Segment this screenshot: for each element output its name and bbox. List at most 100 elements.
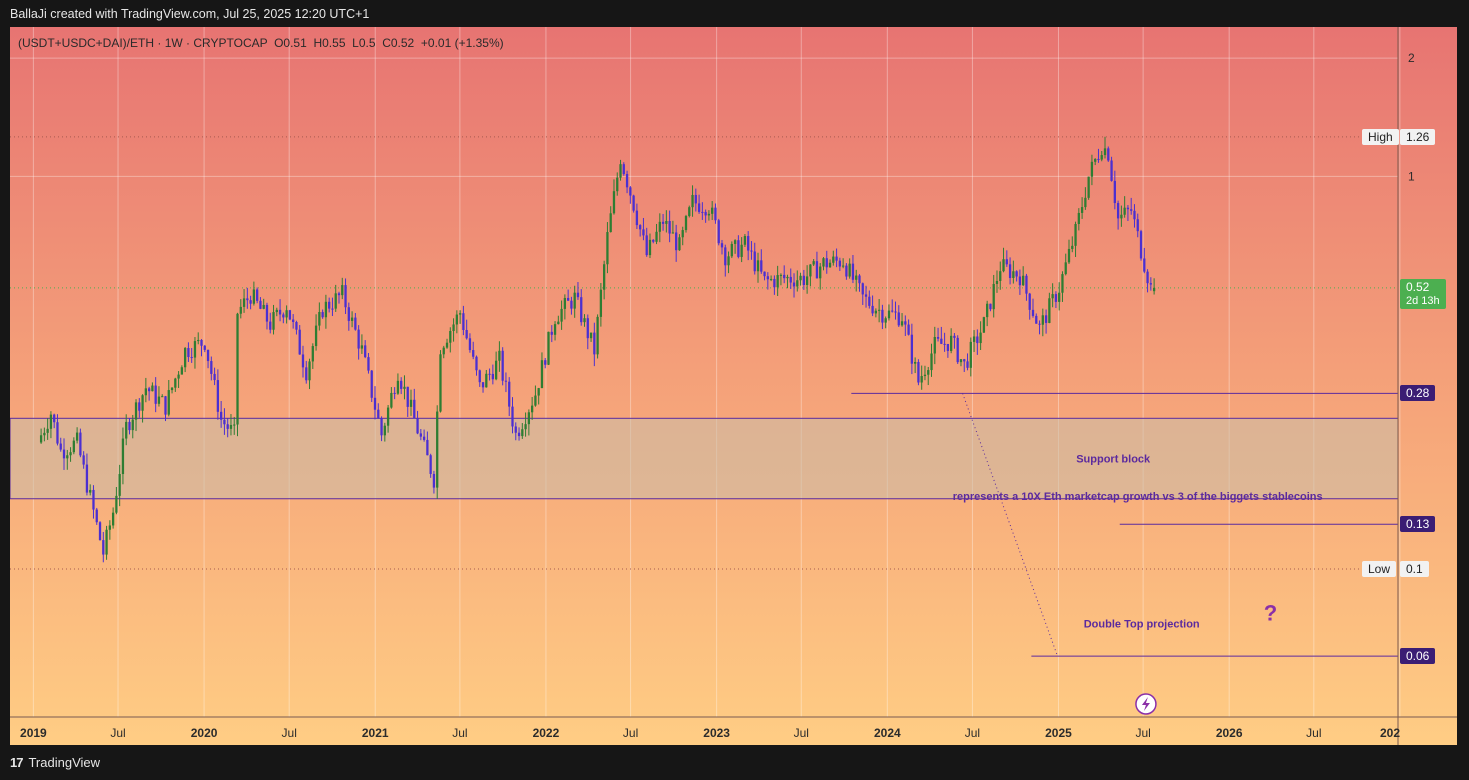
candle-body [720, 243, 724, 248]
candle-body [1100, 155, 1103, 160]
candle-body [147, 388, 151, 392]
candle-body [390, 392, 393, 408]
candles-layer [39, 136, 1156, 563]
candle-body [1130, 209, 1133, 211]
candle-body [544, 360, 547, 365]
candle-body [419, 433, 422, 437]
candle-body [547, 331, 550, 365]
candle-body [46, 428, 49, 433]
candle-body [743, 236, 747, 245]
candle-body [858, 275, 861, 284]
candle-body [1015, 271, 1018, 277]
symbol-name[interactable]: (USDT+USDC+DAI)/ETH [18, 36, 155, 50]
candle-body [177, 374, 180, 379]
candle-body [658, 221, 661, 232]
ohlc-change: +0.01 (+1.35%) [420, 36, 504, 50]
candle-body [301, 354, 305, 368]
ohlc-low: L0.5 [352, 36, 376, 50]
symbol-legend[interactable]: (USDT+USDC+DAI)/ETH · 1W · CRYPTOCAP O0.… [18, 36, 504, 50]
candle-body [92, 489, 95, 510]
candle-body [707, 213, 711, 216]
candle-body [1058, 292, 1061, 302]
candle-body [900, 321, 904, 326]
candle-body [635, 210, 639, 226]
candle-body [567, 297, 570, 301]
candle-body [203, 345, 206, 350]
candle-body [989, 303, 992, 310]
chart-frame[interactable]: Support block represents a 10X Eth marke… [10, 27, 1457, 745]
candle-body [1087, 176, 1090, 198]
candle-body [53, 414, 56, 423]
candle-body [305, 367, 308, 381]
candle-body [311, 346, 314, 362]
candle-body [894, 311, 897, 313]
candle-body [514, 426, 517, 433]
candle-body [809, 264, 812, 277]
candle-body [197, 339, 200, 342]
time-tick-label: Jul [282, 726, 297, 740]
tradingview-footer[interactable]: 17 TradingView [10, 755, 100, 770]
candle-body [416, 418, 419, 434]
candle-body [563, 297, 567, 309]
drawings-layer: represents a 10X Eth marketcap growth vs… [851, 392, 1398, 715]
candle-body [943, 343, 946, 345]
candle-body [652, 239, 655, 242]
candle-body [292, 319, 295, 323]
candle-body [1022, 275, 1025, 286]
candle-body [246, 298, 249, 301]
candle-body [488, 373, 491, 375]
candle-body [151, 385, 154, 392]
candle-body [213, 373, 216, 381]
candle-body [406, 386, 409, 407]
candle-body [1143, 258, 1146, 272]
time-tick-label: 2021 [362, 726, 389, 740]
candle-body [118, 474, 121, 496]
candle-body [841, 265, 845, 267]
time-axis[interactable]: 2019 Jul 2020 Jul 2021 Jul 2022 Jul 2023 Jul 2024 J… [10, 716, 1457, 740]
symbol-interval: 1W [164, 36, 183, 50]
candle-body [259, 300, 262, 309]
candle-body [599, 289, 603, 317]
candle-body [747, 236, 750, 251]
candle-body [49, 414, 53, 429]
candle-body [98, 522, 102, 541]
candle-body [1061, 274, 1064, 293]
candle-body [504, 380, 508, 382]
candle-body [940, 338, 943, 344]
candle-body [66, 455, 69, 459]
candle-body [429, 455, 432, 474]
candle-body [341, 285, 344, 296]
candle-body [56, 422, 59, 444]
candle-body [85, 464, 89, 493]
candle-body [1064, 262, 1067, 275]
candle-body [1146, 271, 1149, 284]
question-mark-annotation: ? [1264, 600, 1277, 625]
candle-body [115, 495, 118, 513]
candle-body [684, 216, 688, 231]
candle-body [851, 263, 855, 280]
candle-body [616, 177, 619, 192]
candle-body [1071, 245, 1074, 249]
candle-body [557, 321, 560, 325]
candle-body [226, 424, 229, 429]
candle-body [645, 235, 648, 256]
candle-body [269, 321, 272, 330]
candle-body [183, 348, 187, 368]
price-label-0-1: 0.1 [1400, 561, 1429, 578]
price-axis[interactable]: 21 [1397, 27, 1415, 745]
candle-body [711, 207, 714, 214]
candle-body [966, 361, 969, 368]
candle-body [105, 529, 108, 555]
candle-body [1031, 309, 1035, 316]
candle-body [373, 397, 377, 410]
candle-body [357, 329, 360, 349]
candle-body [982, 317, 986, 333]
candle-body [665, 220, 668, 224]
candle-body [1067, 248, 1071, 263]
candle-body [606, 232, 609, 265]
candle-body [108, 525, 111, 530]
candle-body [1123, 207, 1126, 215]
price-tick-label: 2 [1408, 51, 1415, 65]
candle-body [727, 256, 730, 266]
price-chart[interactable]: Support block represents a 10X Eth marke… [10, 27, 1457, 745]
